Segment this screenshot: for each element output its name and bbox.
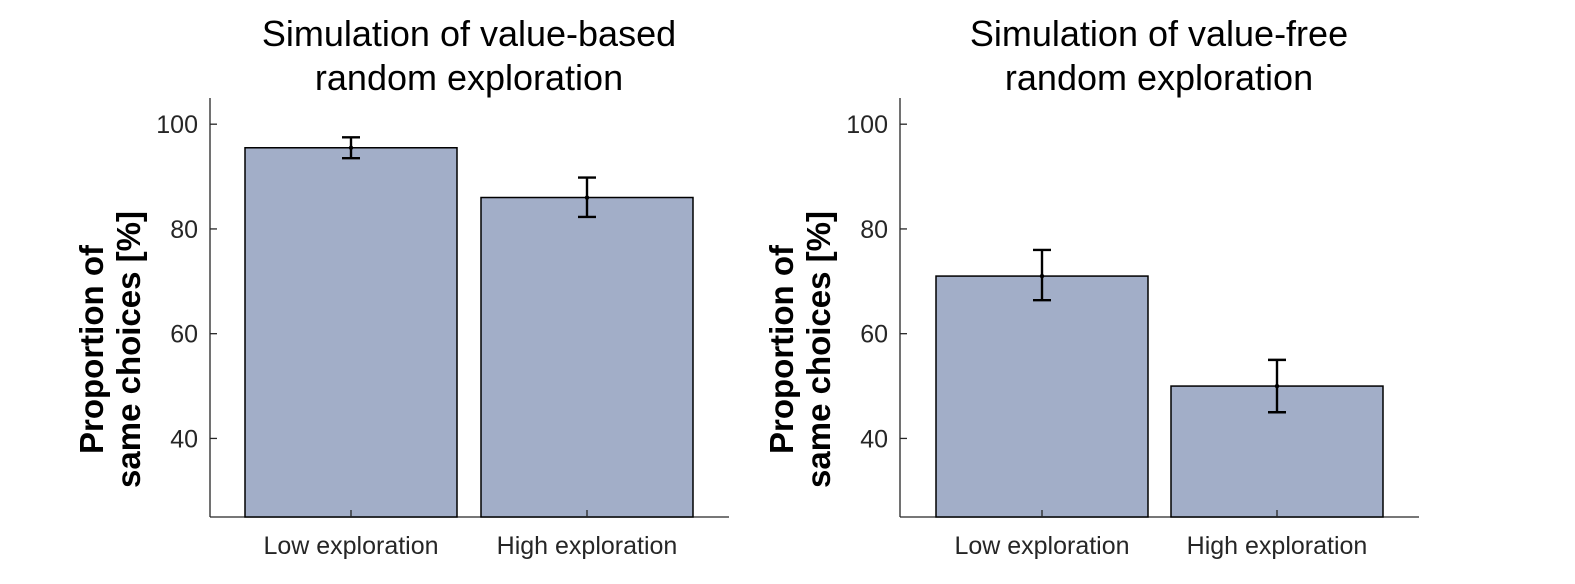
y-tick-label: 80 <box>170 216 198 244</box>
chart-title-line-2: random exploration <box>1005 57 1313 98</box>
x-tick-label-0: Low exploration <box>954 532 1129 560</box>
mean-marker-1 <box>1274 383 1280 389</box>
y-axis-label-line-1: Proportion of <box>73 244 110 454</box>
y-tick-label: 80 <box>860 216 888 244</box>
mean-marker-0 <box>348 145 354 150</box>
x-tick-label-1: High exploration <box>497 532 678 560</box>
y-tick-label: 60 <box>860 321 888 349</box>
y-tick-label: 100 <box>846 111 888 139</box>
y-tick-label: 40 <box>860 425 888 453</box>
mean-marker-0 <box>1039 273 1045 279</box>
chart-title-line-2: random exploration <box>315 57 623 98</box>
y-axis-label-line-2: same choices [%] <box>110 211 147 488</box>
bar-0 <box>935 275 1149 518</box>
chart-title-line-1: Simulation of value-free <box>970 13 1348 54</box>
chart-title-line-1: Simulation of value-based <box>262 13 676 54</box>
y-tick-label: 40 <box>170 425 198 453</box>
bar-0 <box>244 147 458 518</box>
x-tick-label-1: High exploration <box>1187 532 1368 560</box>
y-tick-label: 100 <box>156 111 198 139</box>
y-axis-label-line-2: same choices [%] <box>800 211 837 488</box>
y-axis-label-line-1: Proportion of <box>763 244 800 454</box>
x-tick-label-0: Low exploration <box>263 532 438 560</box>
bar-1 <box>480 196 694 518</box>
mean-marker-1 <box>584 195 590 200</box>
y-tick-label: 60 <box>170 321 198 349</box>
